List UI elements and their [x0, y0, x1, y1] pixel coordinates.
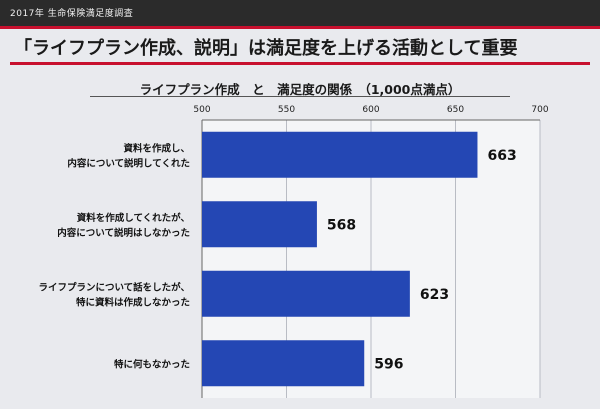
x-tick-label: 700	[531, 105, 548, 115]
category-label: 資料を作成してくれたが、	[77, 212, 190, 224]
bar	[202, 201, 317, 248]
category-label: 資料を作成し、	[123, 142, 190, 154]
bar	[202, 340, 365, 387]
data-label: 568	[327, 217, 356, 233]
slide-headline: 「ライフプラン作成、説明」は満足度を上げる活動として重要	[14, 38, 518, 59]
x-tick-label: 650	[447, 105, 464, 115]
chart-title-underline	[90, 96, 510, 97]
category-label: 内容について説明してくれた	[67, 157, 190, 169]
category-label: 特に何もなかった	[114, 358, 190, 370]
bar	[202, 270, 410, 317]
bar	[202, 131, 478, 178]
x-tick-label: 500	[193, 105, 210, 115]
chart-title: ライフプラン作成 と 満足度の関係 （1,000点満点）	[139, 82, 461, 97]
survey-source-label: 2017年 生命保険満足度調査	[10, 9, 134, 19]
data-label: 596	[374, 356, 403, 372]
top-bar: 2017年 生命保険満足度調査	[0, 0, 600, 29]
data-label: 663	[487, 148, 516, 164]
category-label: 特に資料は作成しなかった	[76, 296, 190, 308]
category-label: 内容について説明はしなかった	[57, 227, 190, 239]
x-tick-label: 600	[362, 105, 379, 115]
headline-divider	[10, 62, 590, 65]
x-tick-label: 550	[278, 105, 295, 115]
data-label: 623	[420, 287, 449, 303]
category-label: ライフプランについて話をしたが、	[38, 281, 190, 293]
